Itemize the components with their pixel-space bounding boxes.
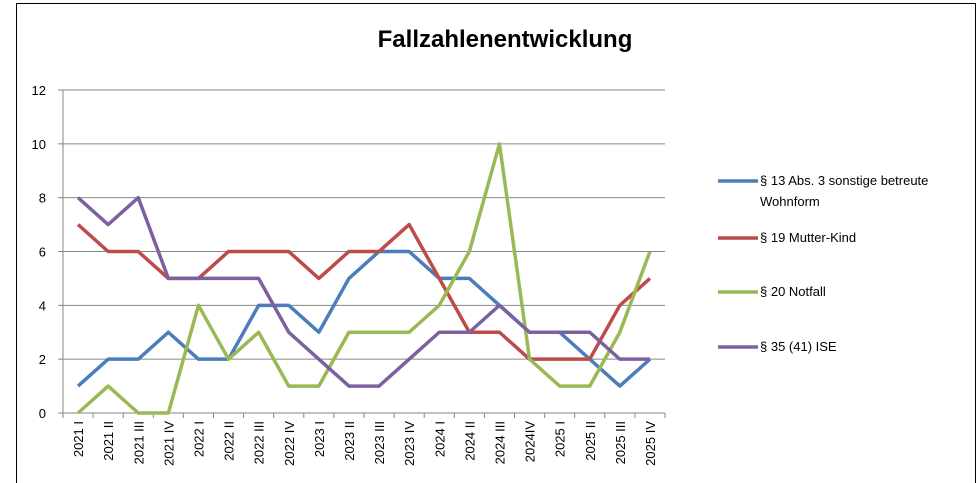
x-tick-label: 2021 III <box>131 421 146 464</box>
y-tick-label: 6 <box>39 245 46 260</box>
y-tick-label: 12 <box>32 83 46 98</box>
series-line <box>76 195 650 388</box>
x-tick-label: 2022 II <box>222 421 237 461</box>
x-tick-label: 2022 I <box>191 421 206 457</box>
x-tick-label: 2022 IV <box>282 421 297 466</box>
chart-title: Fallzahlenentwicklung <box>378 26 633 53</box>
x-tick-label: 2021 IV <box>161 421 176 466</box>
x-tick-label: 2023 II <box>342 421 357 461</box>
x-tick-label: 2023 I <box>312 421 327 457</box>
y-tick-label: 10 <box>32 137 46 152</box>
y-tick-label: 0 <box>39 406 46 421</box>
x-tick-label: 2021 II <box>101 421 116 461</box>
legend-label: § 20 Notfall <box>760 284 826 299</box>
x-tick-label: 2024 III <box>492 421 507 464</box>
y-tick-label: 4 <box>39 298 46 313</box>
x-tick-label: 2025 II <box>583 421 598 461</box>
x-tick-label: 2023 III <box>372 421 387 464</box>
x-tick-label: 2024IV <box>523 421 538 463</box>
x-tick-label: 2025 I <box>553 421 568 457</box>
series-line <box>76 142 652 415</box>
x-tick-label: 2022 III <box>252 421 267 464</box>
chart-border <box>16 3 976 483</box>
y-tick-label: 8 <box>39 191 46 206</box>
legend-label: § 35 (41) ISE <box>760 339 837 354</box>
x-tick-label: 2024 I <box>432 421 447 457</box>
y-tick-label: 2 <box>39 352 46 367</box>
legend-label: § 13 Abs. 3 sonstige betreute Wohnform <box>760 173 929 209</box>
x-tick-label: 2023 IV <box>402 421 417 466</box>
x-tick-label: 2021 I <box>71 421 86 457</box>
legend-label: § 19 Mutter-Kind <box>760 230 857 245</box>
x-tick-label: 2024 II <box>462 421 477 461</box>
x-tick-label: 2025 III <box>613 421 628 464</box>
x-tick-label: 2025 IV <box>643 421 658 466</box>
